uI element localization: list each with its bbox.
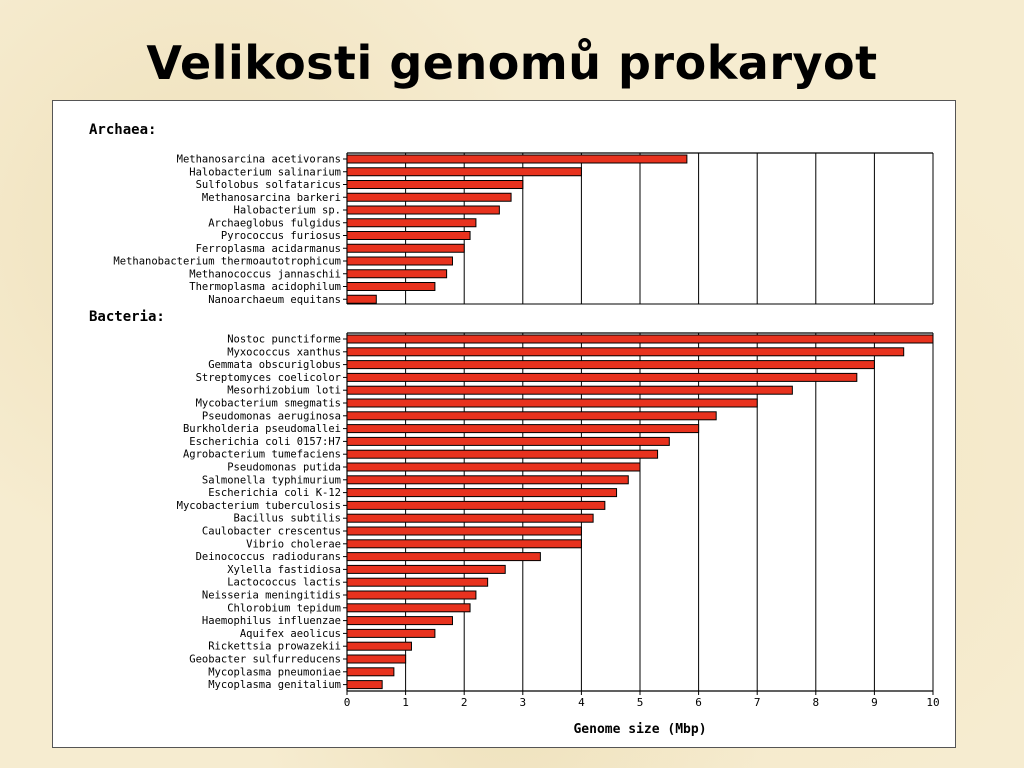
category-label: Deinococcus radiodurans (196, 551, 341, 563)
category-label: Escherichia coli K-12 (208, 487, 341, 499)
bar (346, 539, 582, 549)
category-label: Myxococcus xanthus (227, 346, 341, 358)
category-label: Gemmata obscuriglobus (208, 359, 341, 371)
bar (346, 680, 383, 690)
category-label: Lactococcus lactis (227, 577, 341, 589)
category-label: Pseudomonas putida (227, 462, 341, 474)
category-label: Nostoc punctiforme (227, 334, 341, 346)
category-label: Mycoplasma pneumoniae (208, 666, 341, 678)
bar (346, 192, 512, 202)
category-label: Geobacter sulfurreducens (189, 654, 341, 666)
category-label: Burkholderia pseudomallei (183, 423, 341, 435)
category-label: Mycobacterium tuberculosis (177, 500, 341, 512)
x-tick-label: 2 (461, 696, 468, 709)
bar (346, 616, 453, 626)
category-label: Archaeglobus fulgidus (208, 217, 341, 229)
category-label: Thermoplasma acidophilum (189, 281, 341, 293)
bar (346, 577, 489, 587)
x-tick-label: 10 (926, 696, 939, 709)
category-label: Mycoplasma genitalium (208, 679, 341, 691)
category-label: Caulobacter crescentus (202, 526, 341, 538)
category-label: Methanococcus jannaschii (189, 268, 341, 280)
x-axis-label: Genome size (Mbp) (573, 722, 706, 737)
category-label: Xylella fastidiosa (227, 564, 341, 576)
category-label: Nanoarchaeum equitans (208, 294, 341, 306)
bar (346, 372, 858, 382)
x-tick-label: 0 (344, 696, 351, 709)
bar (346, 218, 477, 228)
bar (346, 513, 594, 523)
bar (346, 180, 524, 189)
bar (346, 628, 436, 638)
bar (346, 269, 448, 279)
category-label: Neisseria meningitidis (202, 590, 341, 602)
bar (346, 167, 582, 177)
bar (346, 243, 465, 253)
category-label: Haemophilus influenzae (202, 615, 341, 627)
category-label: Halobacterium sp. (234, 205, 341, 217)
category-label: Agrobacterium tumefaciens (183, 449, 341, 461)
bar (346, 256, 453, 266)
category-label: Sulfolobus solfataricus (196, 179, 341, 191)
bar (346, 411, 717, 421)
bar (346, 641, 412, 651)
bar (346, 282, 436, 291)
category-label: Bacillus subtilis (234, 513, 341, 525)
chart-panel: Archaea: Methanosarcina acetivorans Haloba… (52, 100, 956, 748)
bar (346, 347, 905, 357)
x-tick-label: 8 (812, 696, 819, 709)
bar (346, 603, 471, 613)
bar (346, 436, 670, 446)
category-label: Pyrococcus furiosus (221, 230, 341, 242)
x-tick-label: 9 (871, 696, 878, 709)
category-label: Methanosarcina acetivorans (177, 154, 341, 166)
bar (346, 654, 407, 664)
x-tick-label: 5 (637, 696, 644, 709)
x-tick-label: 3 (519, 696, 526, 709)
category-label: Mycobacterium smegmatis (196, 398, 341, 410)
bacteria-group-label: Bacteria: (89, 309, 165, 325)
x-tick-label: 4 (578, 696, 585, 709)
bar (346, 424, 700, 434)
bar-chart: Archaea:Methanosarcina acetivoransHaloba… (89, 122, 940, 737)
x-tick-label: 1 (402, 696, 409, 709)
bar (346, 475, 629, 485)
category-label: Methanobacterium thermoautotrophicum (113, 256, 341, 268)
bar (346, 552, 541, 562)
category-label: Rickettsia prowazekii (208, 641, 341, 653)
bar (346, 667, 395, 677)
category-label: Chlorobium tepidum (227, 602, 341, 614)
slide-title: Velikosti genomů prokaryot (146, 36, 878, 90)
category-label: Halobacterium salinarium (189, 166, 341, 178)
category-label: Aquifex aeolicus (240, 628, 341, 640)
bar (346, 500, 606, 510)
category-label: Salmonella typhimurium (202, 474, 341, 486)
bar (346, 294, 377, 304)
bar (346, 205, 500, 215)
archaea-group-label: Archaea: (89, 122, 156, 138)
bar (346, 398, 758, 408)
bar (346, 334, 934, 344)
x-tick-label: 6 (695, 696, 702, 709)
bar (346, 449, 659, 459)
category-label: Vibrio cholerae (246, 538, 341, 550)
category-label: Escherichia coli 0157:H7 (189, 436, 341, 448)
bar (346, 360, 875, 370)
category-label: Ferroplasma acidarmanus (196, 243, 341, 255)
bar (346, 385, 793, 395)
category-label: Pseudomonas aeruginosa (202, 410, 341, 422)
bar (346, 488, 618, 498)
bar (346, 564, 506, 574)
x-tick-label: 7 (754, 696, 761, 709)
bar (346, 154, 688, 164)
bar (346, 231, 471, 240)
category-label: Mesorhizobium loti (227, 385, 341, 397)
bar (346, 526, 582, 536)
category-label: Streptomyces coelicolor (196, 372, 341, 384)
bar (346, 590, 477, 600)
bar (346, 462, 641, 472)
category-label: Methanosarcina barkeri (202, 192, 341, 204)
